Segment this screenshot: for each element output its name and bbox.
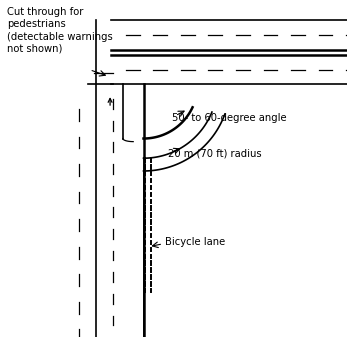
Text: 50- to 60-degree angle: 50- to 60-degree angle (172, 113, 287, 123)
Text: Bicycle lane: Bicycle lane (165, 237, 225, 247)
Text: 20 m (70 ft) radius: 20 m (70 ft) radius (168, 148, 262, 158)
Text: Cut through for
pedestrians
(detectable warnings
not shown): Cut through for pedestrians (detectable … (7, 7, 113, 54)
